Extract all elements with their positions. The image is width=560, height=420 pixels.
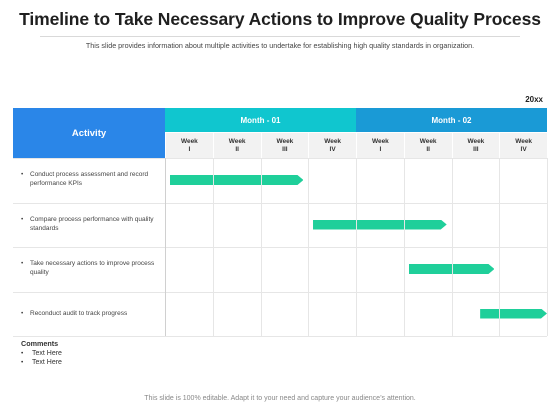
grid-line [451, 158, 453, 336]
week-label: Week [180, 137, 198, 145]
week-label: Week [324, 137, 342, 145]
grid-line [165, 158, 166, 336]
slide-title: Timeline to Take Necessary Actions to Im… [19, 9, 541, 29]
bullet-icon: • [21, 349, 24, 357]
week-label: Week [228, 137, 246, 145]
activity-text: Conduct process assessment and record pe… [30, 171, 149, 187]
bullet-icon: • [21, 171, 24, 178]
activity-text: Reconduct audit to track progress [30, 309, 128, 317]
year-label: 20xx [525, 95, 543, 104]
comment-text: Text Here [32, 349, 62, 357]
comments-section: Comments • Text Here • Text Here [21, 339, 62, 368]
table-row [13, 158, 547, 203]
week-header: Week IV [500, 133, 547, 158]
bullet-icon: • [21, 309, 24, 317]
timeline-bar [480, 309, 547, 319]
timeline-bar [170, 175, 304, 185]
week-number: III [473, 145, 479, 153]
week-label: Week [371, 137, 389, 145]
week-number: II [235, 145, 239, 153]
slide-footer: This slide is 100% editable. Adapt it to… [144, 395, 416, 402]
comment-item: • Text Here [21, 349, 62, 359]
grid-line [212, 158, 214, 336]
grid-line [499, 158, 501, 336]
gantt-table: Activity Month - 01 Month - 02 Week I Week II… [13, 108, 548, 337]
week-header: Week III [261, 133, 309, 158]
activity-text: Take necessary actions to improve proces… [30, 260, 155, 276]
activity-header: Activity [13, 108, 165, 158]
grid-line [356, 158, 357, 336]
activity-label: • Conduct process assessment and record p… [21, 170, 161, 188]
grid-line [403, 158, 405, 336]
timeline-bar [409, 264, 495, 274]
week-label: Week [515, 137, 533, 145]
bullet-icon: • [21, 215, 24, 223]
comment-text: Text Here [32, 359, 62, 367]
week-label: Week [467, 137, 485, 145]
week-number: I [379, 145, 382, 153]
slide-subtitle: This slide provides information about mu… [85, 41, 475, 50]
week-label: Week [276, 137, 294, 145]
timeline-bar [313, 220, 447, 230]
bullet-icon: • [21, 260, 24, 267]
title-divider [40, 36, 520, 37]
week-label: Week [419, 137, 437, 145]
activity-text: Compare process performance with quality… [30, 215, 154, 232]
month-header: Month - 01 [165, 108, 356, 132]
week-number: I [188, 145, 191, 153]
week-header: Week II [213, 133, 261, 158]
activity-label: • Take necessary actions to improve proce… [21, 259, 161, 277]
week-header: Week IV [309, 133, 356, 158]
table-row [13, 247, 547, 292]
activity-label: • Compare process performance with qualit… [21, 215, 161, 233]
grid-line [308, 158, 310, 336]
week-number: IV [520, 145, 527, 153]
week-header: Week I [166, 133, 213, 158]
week-header: Week II [404, 133, 452, 158]
activity-label: • Reconduct audit to track progress [21, 309, 161, 318]
grid-line [260, 158, 262, 336]
comments-heading: Comments [21, 339, 59, 348]
week-number: III [282, 145, 288, 153]
table-row [13, 202, 547, 248]
bullet-icon: • [21, 359, 24, 367]
month-header: Month - 02 [356, 108, 547, 132]
week-number: IV [329, 145, 336, 153]
table-row [13, 291, 547, 337]
week-number: II [426, 145, 430, 153]
grid-bottom-line [13, 336, 547, 337]
week-header: Week III [452, 133, 500, 158]
grid-line [547, 158, 548, 336]
week-header: Week I [357, 133, 404, 158]
comment-item: • Text Here [21, 358, 62, 368]
